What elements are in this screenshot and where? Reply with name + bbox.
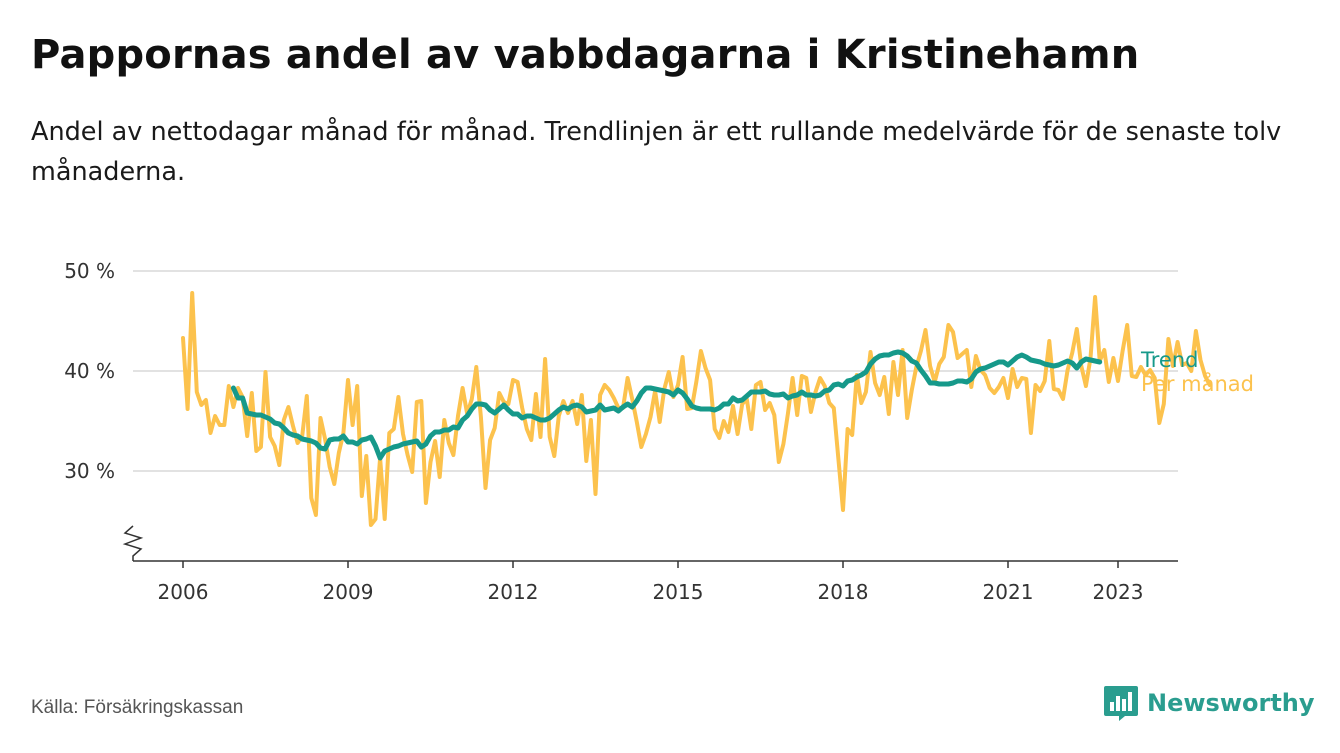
axis-break-icon — [122, 525, 144, 561]
x-tick-label: 2009 — [323, 580, 374, 604]
x-tick-label: 2021 — [983, 580, 1034, 604]
brand-name: Newsworthy — [1147, 689, 1315, 717]
gridlines — [133, 270, 1178, 472]
brand-logo[interactable]: Newsworthy — [1103, 683, 1315, 723]
series-label-trend: Trend — [1140, 348, 1198, 372]
x-axis-ticks: 2006 2009 2012 2015 2018 2021 2023 — [158, 561, 1144, 604]
x-tick-label: 2023 — [1093, 580, 1144, 604]
x-tick-label: 2012 — [488, 580, 539, 604]
y-tick-label: 50 % — [64, 259, 115, 283]
x-tick-label: 2006 — [158, 580, 209, 604]
x-tick-label: 2018 — [818, 580, 869, 604]
x-axis — [122, 525, 1178, 562]
y-axis-ticks: 30 % 40 % 50 % — [64, 259, 115, 483]
y-tick-label: 30 % — [64, 459, 115, 483]
bar-chart-logo-icon — [1104, 686, 1138, 721]
y-tick-label: 40 % — [64, 359, 115, 383]
source-note: Källa: Försäkringskassan — [31, 697, 244, 718]
series-lines — [181, 291, 1212, 527]
x-tick-label: 2015 — [653, 580, 704, 604]
series-line-per-manad — [181, 291, 1212, 527]
series-line-trend — [230, 349, 1103, 461]
chart-title: Pappornas andel av vabbdagarna i Kristin… — [31, 32, 1140, 78]
chart-subtitle: Andel av nettodagar månad för månad. Tre… — [31, 117, 1282, 187]
series-label-per-manad: Per månad — [1141, 371, 1254, 396]
